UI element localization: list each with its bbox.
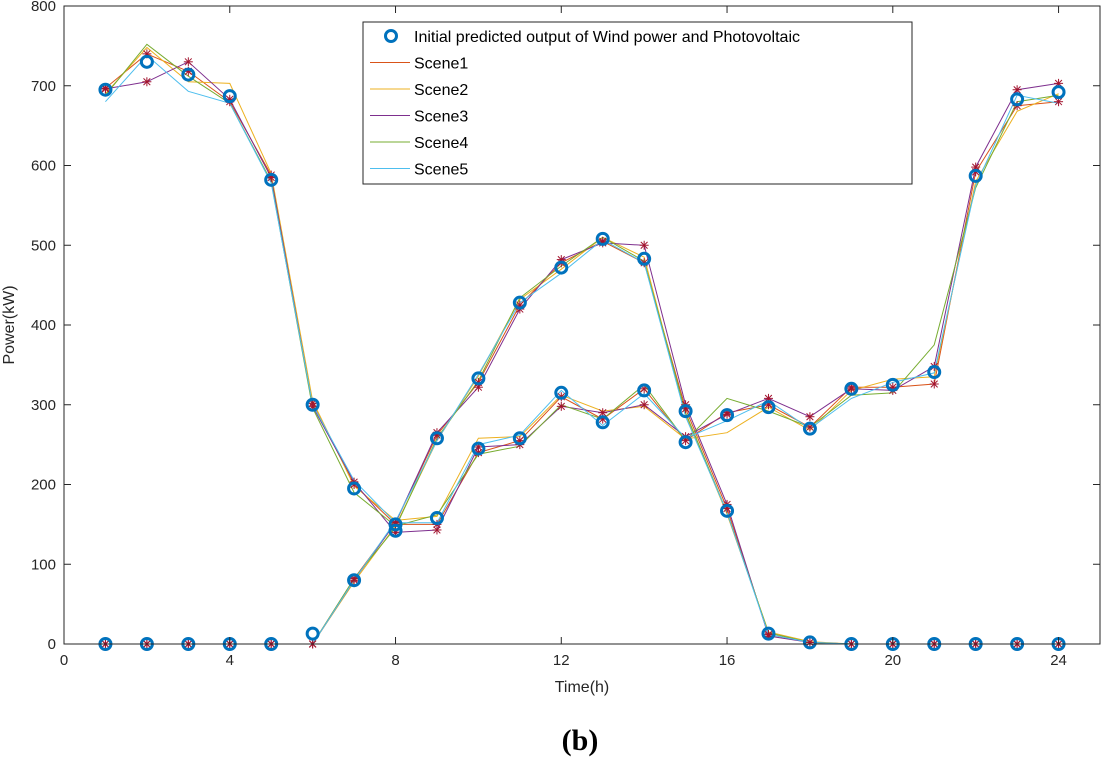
y-tick-label: 100 (31, 556, 56, 573)
initial-point-wind (181, 67, 196, 82)
tick-layer: 0 4 8 12 16 20 24 0 100 200 300 400 500 600 700 800 (31, 0, 1100, 669)
sample-point-scene3-wind (805, 412, 815, 422)
x-tick-label: 0 (60, 652, 68, 669)
sample-point-scene3-wind (142, 77, 152, 87)
legend: Initial predicted output of Wind power a… (362, 21, 913, 185)
initial-point-pv (554, 260, 569, 275)
initial-point-wind (305, 397, 320, 412)
initial-point-wind (139, 54, 154, 69)
initial-point-wind (512, 431, 527, 446)
legend-entry-scene2: Scene2 (414, 82, 468, 99)
series-line-scene5-wind (105, 54, 1059, 524)
legend-entry-initial: Initial predicted output of Wind power a… (414, 29, 800, 46)
sample-point-scene3-pv (639, 240, 649, 250)
initial-point-pv (761, 626, 776, 641)
y-tick-label: 500 (31, 237, 56, 254)
initial-point-pv (802, 635, 817, 650)
panel-label: (b) (562, 724, 599, 757)
legend-box (362, 21, 913, 185)
initial-point-wind (720, 408, 735, 423)
sample-point-scene3-wind (183, 57, 193, 67)
x-tick-label: 24 (1050, 652, 1067, 669)
initial-point-wind (264, 172, 279, 187)
initial-point-pv (595, 231, 610, 246)
initial-point-wind (637, 383, 652, 398)
initial-point-pv (347, 573, 362, 588)
y-tick-label: 700 (31, 78, 56, 95)
legend-entry-scene4: Scene4 (414, 135, 468, 152)
y-tick-label: 400 (31, 317, 56, 334)
initial-point-wind (222, 89, 237, 104)
initial-point-wind (554, 385, 569, 400)
initial-point-pv (429, 431, 444, 446)
sample-point-scene3-wind (639, 400, 649, 410)
initial-point-wind (1010, 92, 1025, 107)
initial-point-wind (98, 82, 113, 97)
legend-initial-marker-icon (384, 29, 398, 43)
initial-point-wind (429, 510, 444, 525)
x-axis-label: Time(h) (555, 679, 610, 696)
sample-point-scene3-pv (349, 575, 359, 585)
y-tick-label: 300 (31, 397, 56, 414)
initial-point-wind (678, 435, 693, 450)
y-tick-label: 200 (31, 477, 56, 494)
legend-entry-scene5: Scene5 (414, 162, 468, 179)
initial-point-pv (720, 503, 735, 518)
series-line-scene3-wind (105, 61, 1059, 533)
initial-point-wind (885, 377, 900, 392)
initial-point-wind (761, 400, 776, 415)
legend-entry-scene1: Scene1 (414, 56, 468, 73)
initial-point-wind (844, 381, 859, 396)
initial-point-wind (802, 421, 817, 436)
initial-point-pv (678, 404, 693, 419)
sample-point-scene3-wind (556, 401, 566, 411)
initial-point-wind (927, 365, 942, 380)
legend-entry-scene3: Scene3 (414, 109, 468, 126)
initial-point-pv (637, 251, 652, 266)
sample-point-scene3-wind (846, 384, 856, 394)
sample-point-scene3-wind (598, 408, 608, 418)
series-line-scene2-wind (105, 46, 1059, 521)
initial-point-wind (1051, 85, 1066, 100)
initial-point-wind (347, 481, 362, 496)
y-tick-label: 0 (48, 636, 56, 653)
initial-point-wind (388, 523, 403, 538)
sample-point-scene3-wind (432, 525, 442, 535)
initial-point-wind (595, 415, 610, 430)
initial-point-pv (471, 371, 486, 386)
sample-point-scene3-wind (722, 409, 732, 419)
initial-point-wind (968, 168, 983, 183)
y-axis-label: Power(kW) (1, 285, 18, 364)
y-tick-label: 800 (31, 0, 56, 15)
initial-point-pv (388, 517, 403, 532)
x-tick-label: 4 (226, 652, 234, 669)
sample-point-scene3-pv (805, 637, 815, 647)
initial-point-pv (305, 626, 320, 641)
y-tick-label: 600 (31, 158, 56, 175)
sample-point-scene3-wind (100, 84, 110, 94)
initial-point-wind (471, 441, 486, 456)
x-tick-label: 16 (719, 652, 736, 669)
x-tick-label: 12 (553, 652, 570, 669)
sample-point-scene1-wind (929, 379, 939, 389)
initial-point-pv (512, 295, 527, 310)
x-tick-label: 20 (884, 652, 901, 669)
x-tick-label: 8 (391, 652, 399, 669)
